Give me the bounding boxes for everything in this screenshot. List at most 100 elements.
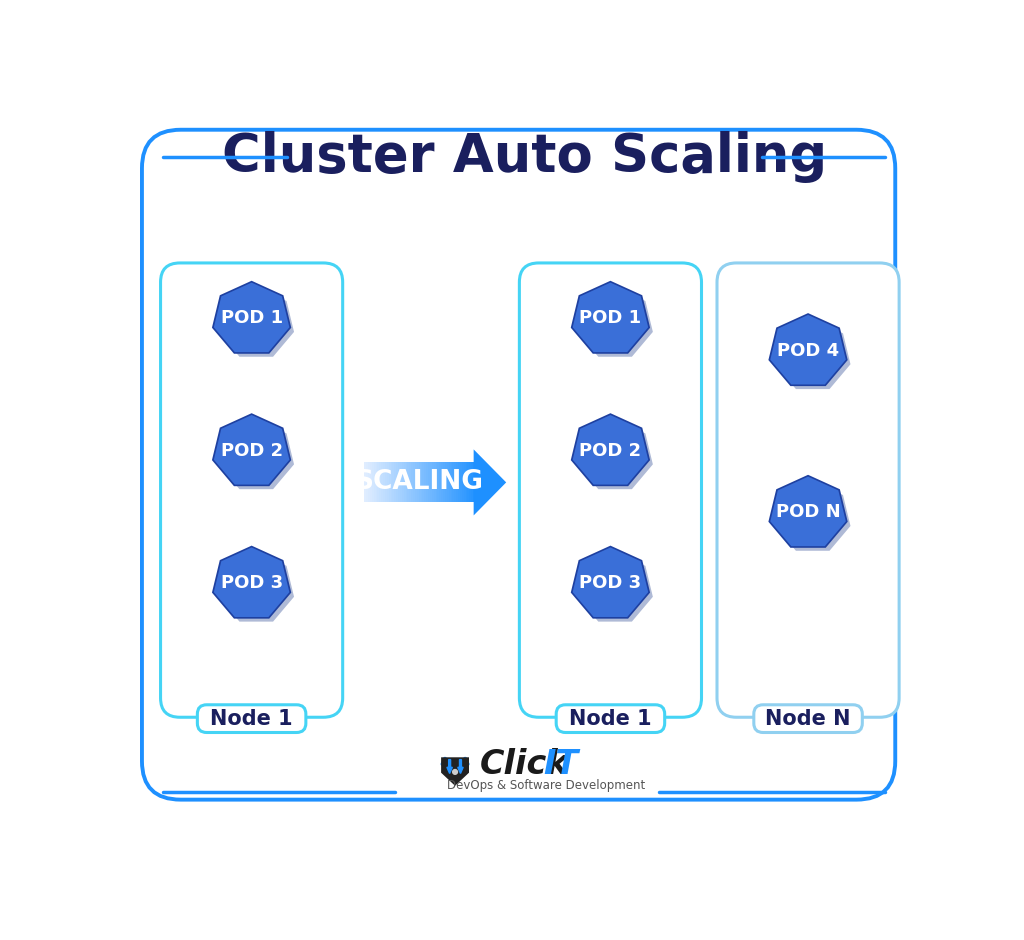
Bar [466, 462, 468, 502]
Bar [441, 462, 443, 502]
Bar [406, 462, 408, 502]
Text: POD 1: POD 1 [220, 309, 283, 327]
Text: Node 1: Node 1 [569, 709, 651, 728]
Text: DevOps & Software Development: DevOps & Software Development [447, 779, 645, 792]
FancyBboxPatch shape [556, 705, 665, 732]
Bar [376, 462, 378, 502]
Bar [390, 462, 392, 502]
Text: POD 3: POD 3 [220, 574, 283, 592]
FancyBboxPatch shape [142, 130, 895, 800]
Bar [381, 462, 383, 502]
Bar [439, 462, 441, 502]
Polygon shape [768, 313, 848, 386]
Polygon shape [578, 419, 653, 489]
Bar [392, 462, 394, 502]
Bar [401, 462, 403, 502]
Polygon shape [214, 547, 290, 617]
Bar [413, 462, 415, 502]
Bar [446, 462, 449, 502]
Polygon shape [441, 758, 469, 786]
Polygon shape [214, 283, 290, 352]
FancyBboxPatch shape [717, 263, 899, 717]
Polygon shape [770, 315, 846, 384]
Polygon shape [768, 475, 848, 548]
Text: POD 2: POD 2 [580, 442, 641, 460]
Bar [458, 462, 460, 502]
Bar [460, 462, 462, 502]
Bar [410, 462, 412, 502]
Polygon shape [572, 415, 648, 484]
Bar [396, 462, 398, 502]
Polygon shape [214, 415, 290, 484]
Bar [400, 462, 402, 502]
Bar [374, 462, 376, 502]
Polygon shape [218, 419, 294, 489]
Bar [475, 462, 477, 502]
Bar [464, 462, 466, 502]
FancyArrow shape [458, 760, 463, 774]
Text: POD 3: POD 3 [580, 574, 641, 592]
Bar [432, 462, 434, 502]
FancyBboxPatch shape [161, 263, 343, 717]
Polygon shape [572, 547, 648, 617]
Bar [412, 462, 414, 502]
Polygon shape [212, 281, 291, 353]
Polygon shape [212, 414, 291, 486]
Bar [403, 462, 406, 502]
Text: Node 1: Node 1 [210, 709, 293, 728]
Bar [365, 462, 367, 502]
Bar [444, 462, 446, 502]
Bar [456, 462, 458, 502]
Polygon shape [578, 552, 653, 621]
FancyBboxPatch shape [198, 705, 306, 732]
Bar [415, 462, 417, 502]
Text: POD 4: POD 4 [777, 342, 839, 360]
Polygon shape [474, 449, 506, 515]
Bar [473, 462, 475, 502]
Bar [419, 462, 421, 502]
Polygon shape [578, 288, 653, 357]
Bar [367, 462, 369, 502]
Text: Click: Click [480, 748, 569, 781]
Polygon shape [775, 320, 851, 389]
Bar [443, 462, 445, 502]
Bar [467, 462, 469, 502]
Bar [378, 462, 380, 502]
Bar [462, 462, 464, 502]
Bar [437, 462, 439, 502]
Bar [417, 462, 419, 502]
Text: POD 1: POD 1 [580, 309, 641, 327]
Bar [469, 462, 471, 502]
Bar [434, 462, 435, 502]
Bar [383, 462, 385, 502]
Bar [426, 462, 428, 502]
Bar [379, 462, 381, 502]
FancyArrow shape [446, 760, 453, 774]
Circle shape [452, 769, 458, 775]
Bar [389, 462, 391, 502]
Bar [370, 462, 372, 502]
Bar [368, 462, 370, 502]
Polygon shape [212, 545, 291, 619]
Bar [435, 462, 437, 502]
Bar [372, 462, 374, 502]
Text: IT: IT [544, 748, 579, 781]
Polygon shape [570, 545, 650, 619]
Bar [428, 462, 430, 502]
Text: Cluster Auto Scaling: Cluster Auto Scaling [222, 132, 827, 183]
Polygon shape [775, 481, 851, 551]
Bar [385, 462, 387, 502]
Polygon shape [570, 281, 650, 353]
Polygon shape [570, 414, 650, 486]
Text: POD 2: POD 2 [220, 442, 283, 460]
Bar [451, 462, 453, 502]
Bar [455, 462, 457, 502]
Bar [430, 462, 432, 502]
Bar [408, 462, 410, 502]
Polygon shape [218, 288, 294, 357]
FancyBboxPatch shape [754, 705, 862, 732]
Text: POD N: POD N [776, 504, 841, 522]
Bar [424, 462, 426, 502]
Bar [394, 462, 396, 502]
Bar [449, 462, 451, 502]
